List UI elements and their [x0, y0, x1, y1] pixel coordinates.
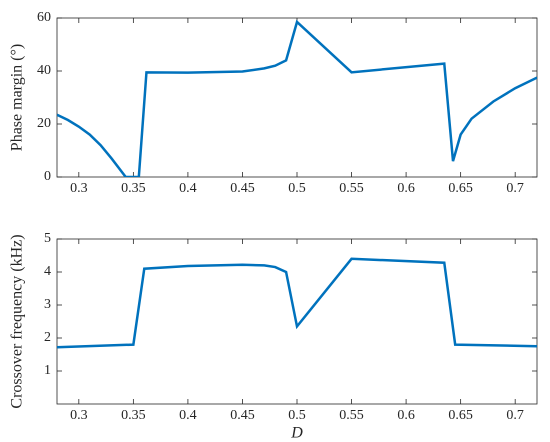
- x-tick-label: 0.65: [448, 181, 473, 196]
- y-tick-label: 40: [37, 63, 51, 78]
- data-line: [57, 257, 537, 349]
- x-tick-label: 0.6: [397, 408, 415, 423]
- y-tick-label: 5: [44, 231, 51, 246]
- x-tick-label: 0.6: [397, 181, 415, 196]
- x-tick-label: 0.35: [121, 181, 146, 196]
- x-tick-label: 0.5: [288, 408, 306, 423]
- x-tick-label: 0.45: [230, 181, 255, 196]
- axes-box: [56, 17, 538, 178]
- x-tick-label: 0.4: [179, 408, 197, 423]
- data-line: [57, 19, 537, 177]
- y-tick-label: 4: [44, 264, 51, 279]
- y-tick-label: 1: [44, 363, 51, 378]
- y-axis-label: Crossover frequency (kHz): [9, 234, 26, 408]
- x-tick-label: 0.55: [339, 408, 364, 423]
- x-tick-label: 0.5: [288, 181, 306, 196]
- y-tick-label: 20: [37, 116, 51, 131]
- x-axis-label: D: [290, 425, 303, 442]
- y-tick-label: 0: [44, 169, 51, 184]
- x-tick-label: 0.55: [339, 181, 364, 196]
- y-tick-label: 2: [44, 330, 51, 345]
- x-tick-label: 0.7: [506, 181, 524, 196]
- x-tick-label: 0.35: [121, 408, 146, 423]
- x-tick-label: 0.45: [230, 408, 255, 423]
- y-tick-label: 3: [44, 297, 51, 312]
- x-tick-label: 0.3: [70, 408, 88, 423]
- x-tick-label: 0.4: [179, 181, 197, 196]
- y-axis-label: Phase margin (°): [9, 44, 26, 151]
- x-tick-label: 0.65: [448, 408, 473, 423]
- x-tick-label: 0.3: [70, 181, 88, 196]
- x-tick-label: 0.7: [506, 408, 524, 423]
- y-tick-label: 60: [37, 10, 51, 25]
